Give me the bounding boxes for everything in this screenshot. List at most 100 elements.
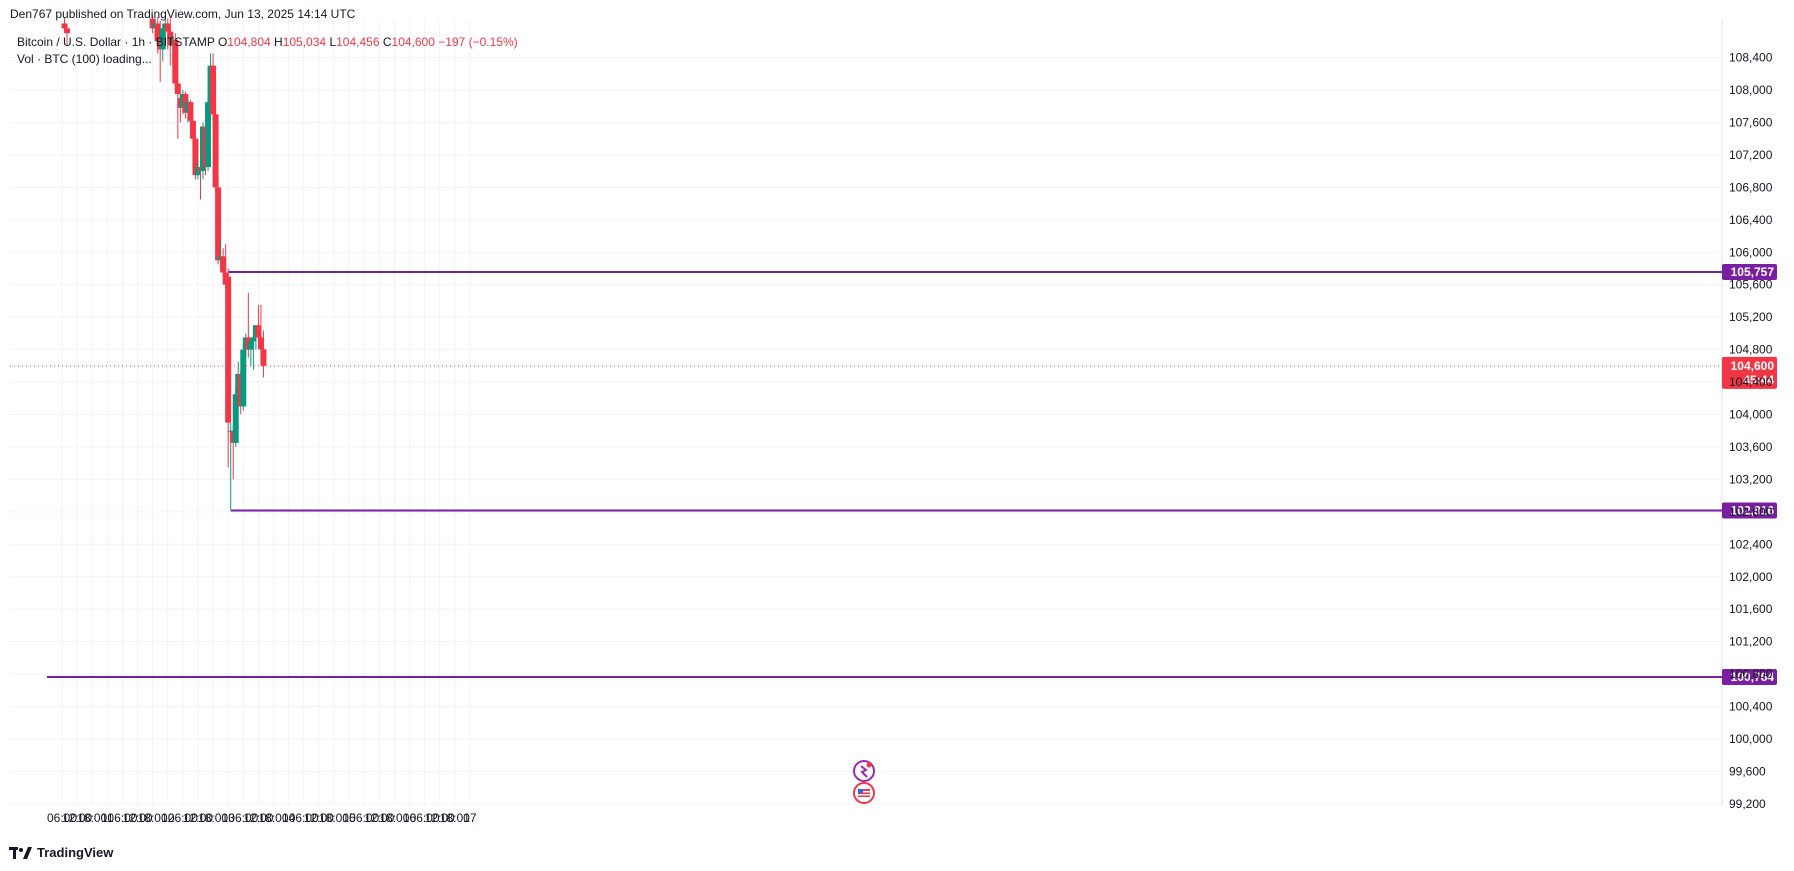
- volume-legend[interactable]: Vol · BTC (100) loading...: [17, 52, 152, 66]
- candle: [174, 77, 181, 139]
- candle-body: [187, 102, 194, 121]
- candle: [172, 33, 179, 90]
- price-tick-label: 100,400: [1729, 700, 1773, 714]
- horizontal-levels[interactable]: 105,757 102,816 100,764: [46, 263, 1777, 686]
- publisher-line: Den767 published on TradingView.com, Jun…: [10, 7, 356, 21]
- candle-body: [154, 23, 161, 42]
- candle: [260, 330, 267, 378]
- time-tick-label: 12:00: [243, 811, 273, 825]
- time-tick-label: 06:00: [47, 811, 77, 825]
- candle-body: [250, 337, 257, 342]
- time-tick-label: 06:00: [289, 811, 319, 825]
- time-tick-label: 13: [222, 811, 236, 825]
- candle-body: [247, 341, 254, 350]
- candle-body: [205, 102, 212, 168]
- candle-body: [174, 83, 181, 95]
- symbol-legend[interactable]: Bitcoin / U.S. Dollar · 1h · BITSTAMP O1…: [17, 35, 518, 49]
- price-tick-label: 102,000: [1729, 570, 1773, 584]
- price-tick-label: 104,800: [1729, 343, 1773, 357]
- candle-body: [192, 138, 199, 176]
- price-tick-label: 104,400: [1729, 375, 1773, 389]
- price-tick-label: 99,200: [1729, 797, 1766, 811]
- candle-body: [260, 349, 267, 366]
- candle-body: [232, 394, 239, 443]
- price-tick-label: 99,600: [1729, 764, 1766, 778]
- candle: [61, 16, 68, 30]
- candle-body: [159, 28, 166, 50]
- time-tick-label: 16: [403, 811, 417, 825]
- candle: [240, 345, 247, 411]
- candle: [255, 304, 262, 342]
- candle-body: [240, 349, 247, 407]
- level-price-tag[interactable]: [1722, 263, 1777, 280]
- symbol-title: Bitcoin / U.S. Dollar · 1h · BITSTAMP: [17, 35, 215, 49]
- time-tick-label: 18:00: [440, 811, 470, 825]
- candle: [225, 268, 232, 468]
- ohlc-high: H105,034: [274, 35, 327, 49]
- time-tick-label: 12:00: [304, 811, 334, 825]
- candle: [247, 337, 254, 366]
- time-tick-label: 18:00: [138, 811, 168, 825]
- time-tick-label: 12:00: [183, 811, 213, 825]
- price-tick-label: 106,000: [1729, 245, 1773, 259]
- price-axis[interactable]: 99,200 99,600 100,000 100,400 100,800 101,200…: [1729, 51, 1773, 811]
- candle-body: [220, 256, 227, 273]
- candle-body: [225, 276, 232, 423]
- time-tick-label: 18:00: [319, 811, 349, 825]
- price-tick-label: 106,800: [1729, 180, 1773, 194]
- candles: [61, 15, 267, 511]
- price-tick-label: 105,200: [1729, 310, 1773, 324]
- candle-body: [167, 31, 174, 46]
- price-tick-label: 103,200: [1729, 472, 1773, 486]
- ohlc-low: L104,456: [329, 35, 380, 49]
- level-price-label: 102,816: [1731, 504, 1775, 518]
- price-tick-label: 100,000: [1729, 732, 1773, 746]
- price-tick-label: 101,600: [1729, 602, 1773, 616]
- candle: [64, 23, 71, 46]
- us-flag-icon[interactable]: [853, 782, 875, 804]
- current-price-tag: [1722, 356, 1777, 389]
- time-tick-label: 18:00: [379, 811, 409, 825]
- time-tick-label: 06:00: [228, 811, 258, 825]
- time-tick-label: 12:00: [62, 811, 92, 825]
- tradingview-brand[interactable]: TradingView: [9, 845, 113, 860]
- candle-body: [189, 120, 196, 139]
- price-tick-label: 107,200: [1729, 148, 1773, 162]
- idea-icon[interactable]: [853, 760, 875, 782]
- ohlc-open: O104,804: [217, 35, 271, 49]
- ohlc-change: −197 (−0.15%): [438, 35, 518, 49]
- level-price-tag[interactable]: [1722, 669, 1777, 686]
- price-tick-label: 108,000: [1729, 83, 1773, 97]
- event-markers[interactable]: [853, 760, 875, 804]
- time-axis[interactable]: 06:0012:0018:001106:0012:0018:001206:001…: [47, 811, 477, 825]
- time-tick-label: 12:00: [123, 811, 153, 825]
- candle: [212, 98, 219, 192]
- candle-body: [212, 114, 219, 188]
- candle-body: [61, 23, 68, 29]
- candle: [257, 304, 264, 354]
- level-price-tag[interactable]: [1722, 502, 1777, 519]
- brand-label: TradingView: [37, 845, 114, 860]
- level-price-label: 105,757: [1731, 265, 1775, 279]
- candle-body: [164, 23, 171, 32]
- candle: [250, 337, 257, 370]
- tradingview-logo-icon: [9, 846, 32, 859]
- price-tick-label: 106,400: [1729, 213, 1773, 227]
- candle: [205, 98, 212, 172]
- bar-countdown-label: 45:44: [1743, 373, 1774, 387]
- price-tick-label: 108,400: [1729, 51, 1773, 65]
- price-tick-label: 101,200: [1729, 635, 1773, 649]
- time-tick-label: 12: [161, 811, 175, 825]
- time-tick-label: 06:00: [168, 811, 198, 825]
- time-tick-label: 06:00: [107, 811, 137, 825]
- candle-body: [172, 39, 179, 84]
- candle-body: [64, 28, 71, 34]
- candle: [232, 386, 239, 447]
- price-tick-label: 100,800: [1729, 667, 1773, 681]
- price-tick-label: 103,600: [1729, 440, 1773, 454]
- candle-body: [257, 337, 264, 350]
- time-tick-label: 18:00: [198, 811, 228, 825]
- ohlc-close: C104,600: [382, 35, 435, 49]
- candle: [215, 175, 222, 265]
